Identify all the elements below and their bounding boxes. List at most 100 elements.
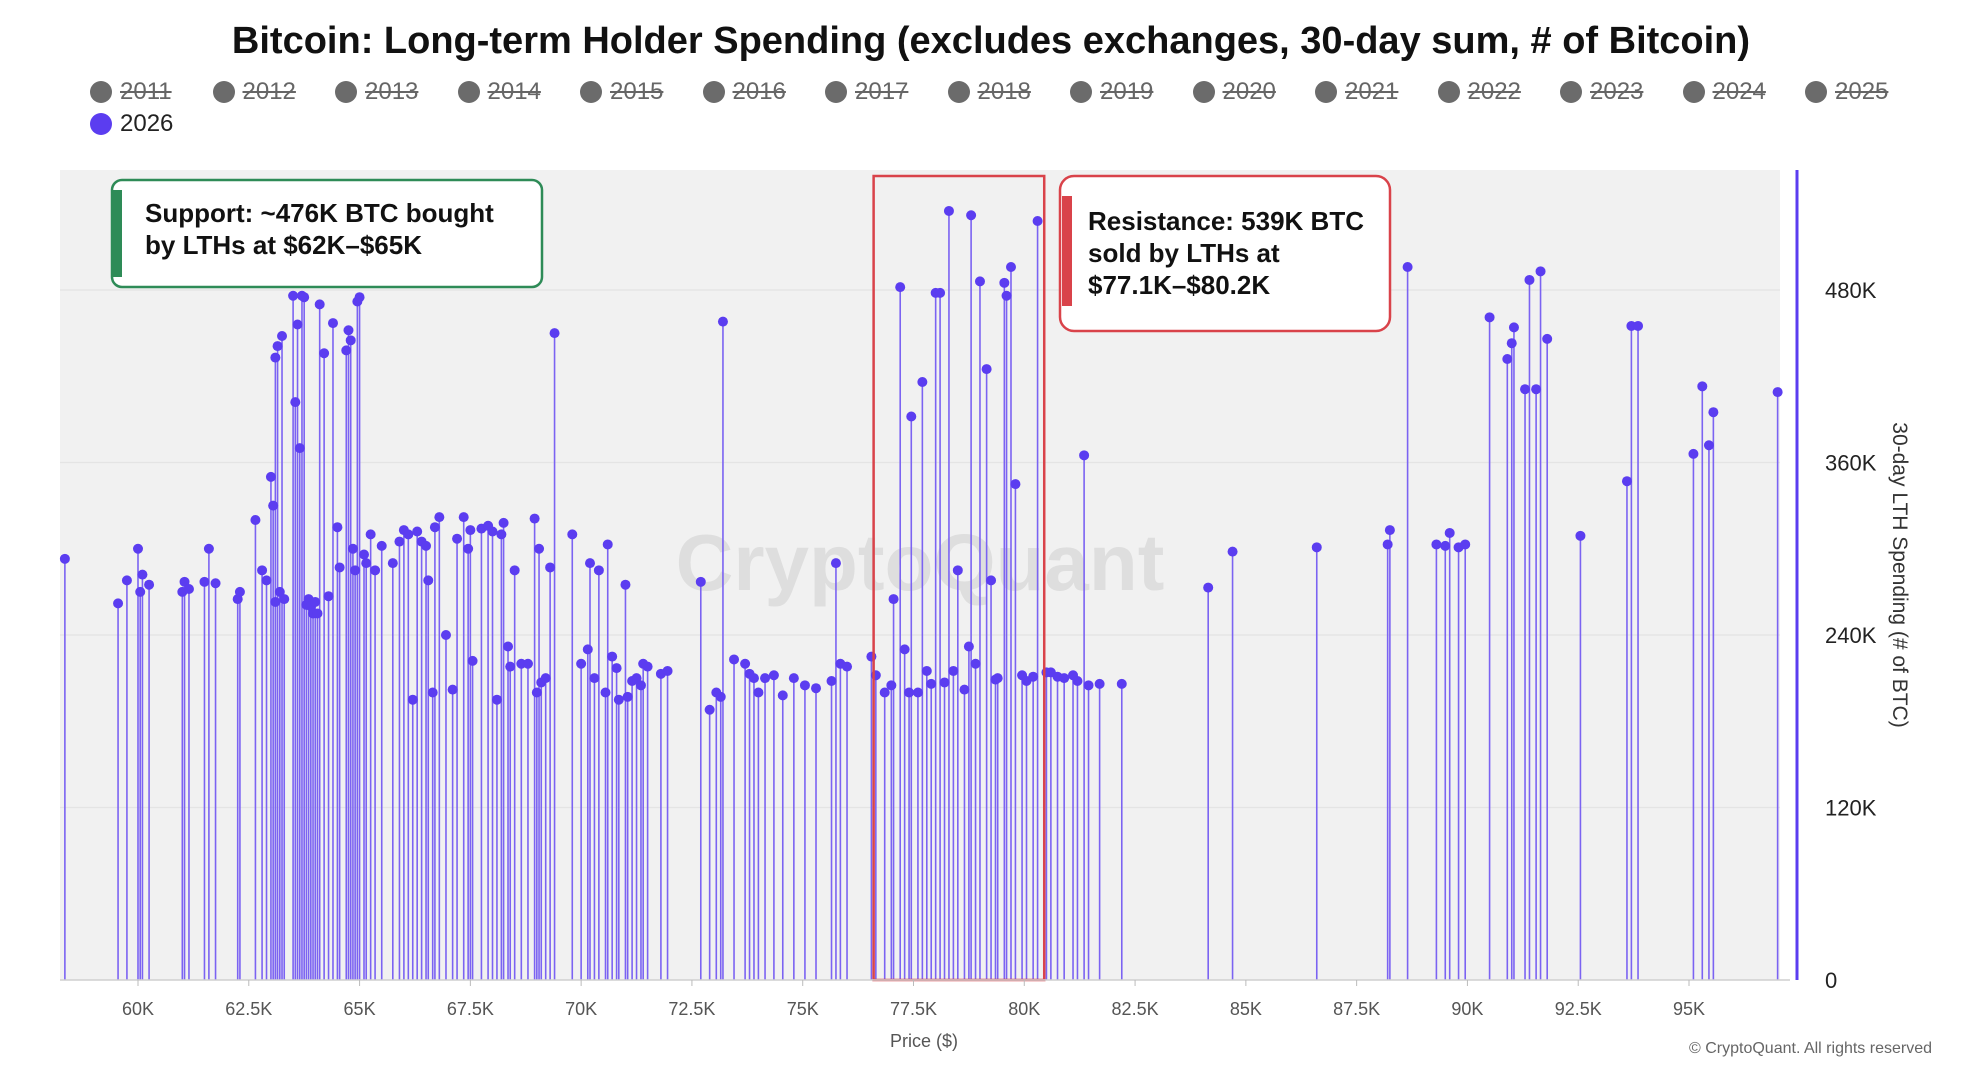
resistance-callout-bar — [1062, 196, 1072, 306]
y-tick-label: 240K — [1825, 623, 1877, 648]
data-point — [359, 549, 370, 560]
data-point — [717, 316, 728, 327]
legend-label: 2014 — [487, 78, 541, 105]
data-point — [1032, 216, 1043, 226]
data-point — [966, 210, 977, 221]
data-point — [888, 594, 899, 605]
x-tick-label: 82.5K — [1112, 999, 1159, 1019]
legend-item-2022[interactable]: 2022 — [1437, 78, 1521, 106]
legend-item-2011[interactable]: 2011 — [90, 78, 172, 106]
data-point — [137, 569, 148, 580]
legend-label: 2022 — [1467, 78, 1521, 105]
legend-item-2024[interactable]: 2024 — [1682, 78, 1766, 106]
data-point — [1384, 525, 1395, 536]
legend-item-2013[interactable]: 2013 — [335, 78, 418, 106]
data-point — [183, 584, 194, 594]
resistance-text-line-1: Resistance: 539K BTC — [1088, 206, 1364, 236]
data-point — [886, 680, 897, 691]
data-point — [740, 658, 751, 669]
data-point — [879, 687, 890, 698]
legend-item-2016[interactable]: 2016 — [702, 78, 786, 106]
data-point — [1116, 678, 1127, 689]
data-point — [270, 596, 281, 607]
legend-item-2019[interactable]: 2019 — [1070, 78, 1153, 106]
data-point — [585, 558, 596, 569]
legend-item-2020[interactable]: 2020 — [1192, 78, 1276, 106]
data-point — [582, 644, 593, 655]
data-point — [1079, 450, 1090, 461]
data-point — [299, 292, 310, 303]
legend-label: 2017 — [855, 78, 909, 105]
data-point — [447, 684, 458, 695]
data-point — [622, 691, 633, 702]
data-point — [1094, 678, 1105, 689]
data-point — [866, 651, 877, 662]
data-point — [332, 522, 343, 533]
data-point — [611, 663, 622, 674]
data-point — [935, 287, 946, 298]
data-point — [345, 335, 356, 346]
data-point — [135, 586, 146, 597]
data-point — [440, 630, 451, 640]
legend-item-2014[interactable]: 2014 — [457, 78, 541, 106]
data-point — [1001, 290, 1012, 301]
data-point — [427, 687, 438, 698]
x-tick-label: 95K — [1673, 999, 1705, 1019]
data-point — [350, 565, 361, 576]
support-callout-bar — [112, 190, 122, 277]
data-point — [613, 694, 624, 705]
data-point — [948, 665, 959, 676]
x-tick-label: 67.5K — [447, 999, 494, 1019]
data-point — [59, 553, 70, 564]
legend-item-2021[interactable]: 2021 — [1315, 78, 1398, 106]
data-point — [811, 683, 822, 694]
data-point — [999, 277, 1010, 288]
data-point — [715, 691, 726, 702]
data-point — [826, 676, 837, 686]
y-tick-label: 120K — [1825, 796, 1877, 821]
legend-item-2015[interactable]: 2015 — [580, 78, 663, 106]
legend-item-2017[interactable]: 2017 — [825, 78, 908, 106]
data-point — [487, 526, 498, 537]
legend-label: 2026 — [120, 110, 174, 137]
x-tick-label: 77.5K — [890, 999, 937, 1019]
data-point — [347, 543, 358, 554]
legend-item-2023[interactable]: 2023 — [1560, 78, 1643, 106]
x-tick-label: 80K — [1008, 999, 1040, 1019]
data-point — [777, 690, 788, 701]
data-point — [310, 596, 321, 607]
data-point — [376, 540, 387, 551]
data-point — [354, 292, 365, 303]
legend-dot-icon — [1437, 81, 1460, 103]
legend-item-2012[interactable]: 2012 — [212, 78, 296, 106]
data-point — [503, 641, 514, 652]
data-point — [210, 578, 221, 589]
data-point — [498, 517, 509, 528]
data-point — [290, 397, 301, 408]
data-point — [1703, 440, 1714, 451]
data-point — [203, 543, 214, 554]
legend-dot-icon — [90, 81, 112, 103]
data-point — [607, 651, 618, 662]
data-point — [496, 529, 507, 540]
legend-label: 2016 — [732, 78, 786, 105]
data-point — [1440, 540, 1451, 551]
data-point — [268, 500, 279, 511]
data-point — [407, 694, 418, 705]
x-tick-label: 62.5K — [225, 999, 272, 1019]
legend-label: 2013 — [365, 78, 419, 105]
legend-item-2025[interactable]: 2025 — [1805, 78, 1888, 106]
data-point — [1484, 312, 1495, 323]
legend-item-2018[interactable]: 2018 — [947, 78, 1031, 106]
data-point — [602, 539, 613, 550]
legend-dot-icon — [702, 81, 725, 103]
series-stems — [64, 210, 1779, 980]
data-point — [540, 673, 551, 684]
legend-item-2026[interactable]: 2026 — [90, 110, 173, 138]
data-point — [1444, 527, 1455, 538]
data-point — [939, 677, 950, 688]
legend-label: 2021 — [1345, 78, 1399, 105]
data-point — [549, 328, 560, 339]
data-point — [412, 526, 423, 537]
